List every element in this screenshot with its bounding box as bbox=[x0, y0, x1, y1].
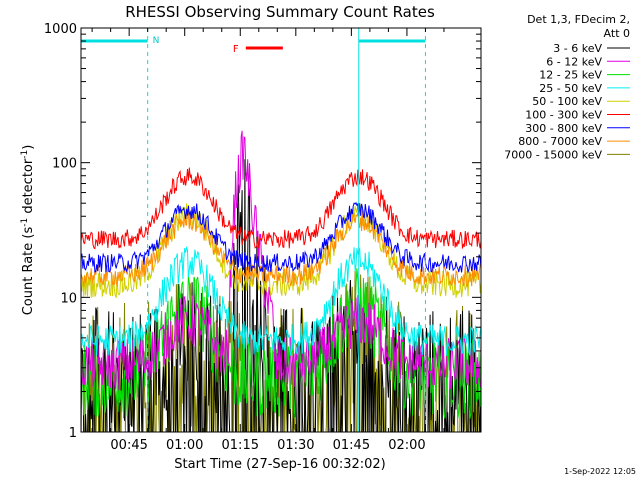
annotation-layer: NF bbox=[81, 28, 426, 432]
x-axis-label: Start Time (27-Sep-16 00:32:02) bbox=[174, 457, 385, 472]
y-axis-label: Count Rate (s-1 detector-1) bbox=[20, 145, 36, 316]
axis-layer: 00:45 01:00 01:15 01:30 01:45 02:00 1 10 100 1000 bbox=[44, 22, 481, 453]
legend-entry-label: 100 - 300 keV bbox=[525, 109, 602, 122]
series-line-800to7000keV bbox=[81, 210, 481, 288]
x-tick-label: 01:15 bbox=[222, 438, 259, 453]
legend-entry-label: 800 - 7000 keV bbox=[518, 135, 602, 148]
legend-entry-label: 12 - 25 keV bbox=[539, 69, 602, 82]
plot-area: NF bbox=[81, 28, 481, 432]
chart-title: RHESSI Observing Summary Count Rates bbox=[125, 3, 435, 21]
legend-entry-label: 25 - 50 keV bbox=[539, 82, 602, 95]
flare-label: F bbox=[233, 44, 239, 55]
legend-entry-label: 50 - 100 keV bbox=[532, 95, 602, 108]
footer-date: 1-Sep-2022 12:05 bbox=[564, 467, 636, 476]
plot-frame bbox=[80, 27, 482, 433]
legend-header-line1: Det 1,3, FDecim 2, bbox=[527, 13, 630, 26]
x-tick-label: 01:30 bbox=[277, 438, 314, 453]
x-tick-label: 00:45 bbox=[110, 438, 147, 453]
x-tick-label: 01:45 bbox=[333, 438, 370, 453]
y-tick-label: 10 bbox=[60, 291, 77, 306]
x-tick-label: 02:00 bbox=[388, 438, 425, 453]
series-line-300to800keV bbox=[81, 201, 481, 274]
y-tick-label: 1000 bbox=[44, 22, 77, 37]
series-line-100to300keV bbox=[81, 167, 481, 250]
legend-entry-label: 3 - 6 keV bbox=[553, 42, 602, 55]
legend-entry-label: 6 - 12 keV bbox=[546, 55, 602, 68]
x-tick-label: 01:00 bbox=[166, 438, 203, 453]
y-tick-label: 1 bbox=[69, 426, 77, 441]
night-label: N bbox=[153, 36, 160, 46]
y-tick-label: 100 bbox=[52, 157, 77, 172]
legend-header-line2: Att 0 bbox=[604, 27, 630, 40]
legend-entry-label: 7000 - 15000 keV bbox=[504, 148, 602, 161]
legend-entry-label: 300 - 800 keV bbox=[525, 122, 602, 135]
series-line-12to25keV bbox=[81, 268, 481, 419]
